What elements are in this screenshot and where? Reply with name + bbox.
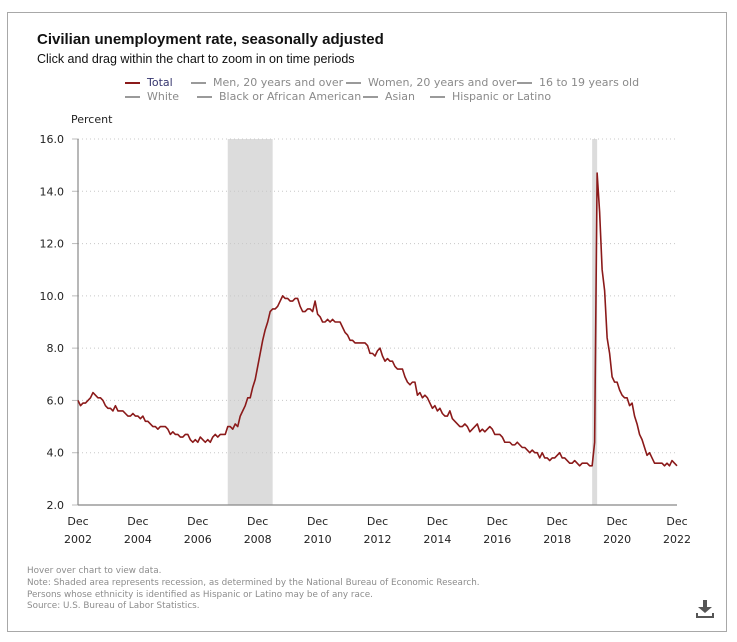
y-axis-label: Percent bbox=[71, 113, 113, 126]
y-tick-label: 8.0 bbox=[47, 342, 65, 355]
x-tick-label-year: 2020 bbox=[603, 533, 631, 546]
legend-swatch-icon bbox=[363, 95, 378, 98]
note-ethnicity: Persons whose ethnicity is identified as… bbox=[27, 589, 373, 600]
x-tick-label-month: Dec bbox=[307, 515, 328, 528]
legend-item-white[interactable]: White bbox=[125, 90, 179, 103]
legend-swatch-icon bbox=[430, 95, 445, 98]
legend-swatch-icon bbox=[517, 81, 532, 84]
download-icon bbox=[696, 600, 714, 618]
legend-item-16-19[interactable]: 16 to 19 years old bbox=[517, 76, 639, 89]
x-tick-label-month: Dec bbox=[67, 515, 88, 528]
legend-label: Asian bbox=[385, 90, 416, 103]
x-tick-label-year: 2014 bbox=[423, 533, 451, 546]
recession-band-1 bbox=[592, 139, 598, 505]
note-source: Source: U.S. Bureau of Labor Statistics. bbox=[27, 601, 200, 612]
y-tick-label: 12.0 bbox=[40, 238, 65, 251]
x-tick-label-year: 2004 bbox=[124, 533, 152, 546]
legend-item-women-20-over[interactable]: Women, 20 years and over bbox=[346, 76, 516, 89]
x-tick-label-year: 2010 bbox=[304, 533, 332, 546]
legend-swatch-icon bbox=[346, 81, 361, 84]
x-tick-label-month: Dec bbox=[187, 515, 208, 528]
chart-title: Civilian unemployment rate, seasonally a… bbox=[37, 31, 384, 48]
y-tick-label: 4.0 bbox=[47, 447, 65, 460]
note-hover: Hover over chart to view data. bbox=[27, 566, 162, 576]
legend-swatch-icon bbox=[125, 95, 140, 98]
x-tick-label-month: Dec bbox=[427, 515, 448, 528]
x-tick-label-month: Dec bbox=[367, 515, 388, 528]
legend-item-hispanic[interactable]: Hispanic or Latino bbox=[430, 90, 551, 103]
x-tick-label-year: 2018 bbox=[543, 533, 571, 546]
legend-swatch-icon bbox=[125, 81, 140, 84]
legend-item-black[interactable]: Black or African American bbox=[197, 90, 361, 103]
x-tick-label-year: 2006 bbox=[184, 533, 212, 546]
download-button[interactable] bbox=[694, 598, 716, 620]
legend-label: Total bbox=[147, 76, 173, 89]
note-recession: Note: Shaded area represents recession, … bbox=[27, 577, 480, 588]
series-line-total[interactable] bbox=[77, 172, 678, 467]
legend-item-total[interactable]: Total bbox=[125, 76, 173, 89]
x-tick-label-month: Dec bbox=[127, 515, 148, 528]
x-tick-label-month: Dec bbox=[547, 515, 568, 528]
legend-swatch-icon bbox=[191, 81, 206, 84]
x-tick-label-year: 2016 bbox=[483, 533, 511, 546]
x-tick-label-year: 2002 bbox=[64, 533, 92, 546]
chart-notes: Hover over chart to view data. Note: Sha… bbox=[27, 566, 480, 613]
y-tick-label: 16.0 bbox=[40, 133, 65, 146]
legend-label: Black or African American bbox=[219, 90, 362, 103]
y-tick-label: 6.0 bbox=[47, 394, 65, 407]
y-tick-label: 2.0 bbox=[47, 499, 65, 512]
legend-item-men-20-over[interactable]: Men, 20 years and over bbox=[191, 76, 343, 89]
recession-band-0 bbox=[227, 139, 273, 505]
legend-item-asian[interactable]: Asian bbox=[363, 90, 415, 103]
grid-layer: 2.0 4.0 6.0 8.0 10.0 12.0 14.0 16.0 bbox=[40, 133, 677, 512]
x-tick-label-year: 2022 bbox=[663, 533, 691, 546]
legend-label: Women, 20 years and over bbox=[368, 76, 517, 89]
legend-label: Hispanic or Latino bbox=[452, 90, 552, 103]
legend-swatch-icon bbox=[197, 95, 212, 98]
legend-label: 16 to 19 years old bbox=[539, 76, 640, 89]
legend-label: Men, 20 years and over bbox=[213, 76, 344, 89]
x-tick-label-month: Dec bbox=[606, 515, 627, 528]
recession-layer bbox=[227, 139, 598, 505]
x-tick-label-year: 2012 bbox=[364, 533, 392, 546]
x-tick-label-year: 2008 bbox=[244, 533, 272, 546]
x-tick-label-month: Dec bbox=[666, 515, 687, 528]
chart-plot-area[interactable]: 2.0 4.0 6.0 8.0 10.0 12.0 14.0 16.0 Dec 2002 Dec 2… bbox=[0, 0, 737, 560]
axis-layer: Dec 2002 Dec 2004 Dec 2006 Dec 2008 Dec 2010 Dec 20… bbox=[64, 139, 691, 546]
legend-label: White bbox=[147, 90, 179, 103]
y-tick-label: 14.0 bbox=[40, 185, 65, 198]
x-tick-label-month: Dec bbox=[247, 515, 268, 528]
x-tick-label-month: Dec bbox=[487, 515, 508, 528]
y-tick-label: 10.0 bbox=[40, 290, 65, 303]
chart-subtitle: Click and drag within the chart to zoom … bbox=[37, 52, 355, 66]
series-layer bbox=[77, 172, 678, 467]
